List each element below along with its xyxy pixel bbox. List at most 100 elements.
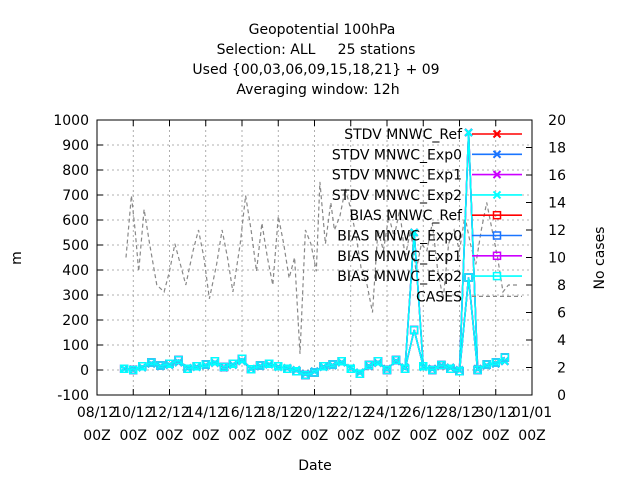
y2-tick-label: 14 — [548, 196, 566, 212]
data-point — [156, 361, 165, 370]
series-layer — [119, 128, 510, 380]
data-point — [382, 365, 392, 375]
x-tick-label-date: 26/12 — [403, 405, 443, 421]
legend-marker — [492, 251, 502, 261]
data-point — [391, 355, 401, 365]
data-point — [491, 358, 500, 367]
x-tick-label-date: 28/12 — [439, 405, 479, 421]
data-point — [319, 362, 328, 371]
x-tick-label-date: 20/12 — [294, 405, 334, 421]
x-tick-label-date: 22/12 — [331, 405, 371, 421]
y-axis-label: m — [9, 251, 25, 265]
legend-label: STDV MNWC_Exp2 — [332, 188, 462, 204]
data-point — [119, 364, 129, 373]
y-tick-label: 100 — [62, 338, 89, 354]
data-point — [138, 362, 147, 371]
legend-marker — [492, 170, 502, 179]
y2-tick-label: 18 — [548, 141, 566, 157]
legend-label: BIAS MNWC_Exp2 — [337, 269, 462, 285]
legend-marker — [492, 190, 502, 200]
x-tick-label-date: 24/12 — [367, 405, 407, 421]
legend-marker — [492, 150, 502, 159]
x-tick-label-date: 30/12 — [476, 405, 516, 421]
data-point — [129, 365, 138, 375]
legend-marker — [492, 129, 502, 139]
x-tick-label-hour: 00Z — [83, 428, 110, 444]
data-point — [301, 370, 310, 380]
data-point — [455, 367, 464, 376]
y2-axis-ticks: 0 2 4 6 8 10 12 14 16 18 20 — [526, 113, 566, 404]
x-tick-label-hour: 00Z — [337, 428, 364, 444]
y-tick-label: 900 — [62, 138, 89, 154]
x-tick-label-hour: 00Z — [301, 428, 328, 444]
data-point — [192, 362, 201, 371]
y2-tick-label: 12 — [548, 223, 566, 239]
x-tick-label-date: 16/12 — [222, 405, 262, 421]
data-point — [328, 360, 337, 369]
x-tick-label-date: 12/12 — [149, 405, 189, 421]
y2-axis-label: No cases — [592, 227, 608, 290]
x-tick-label-hour: 00Z — [156, 428, 183, 444]
legend-marker — [492, 231, 502, 240]
y-tick-label: 400 — [62, 263, 89, 279]
cases-layer — [125, 181, 520, 354]
x-axis-label: Date — [298, 458, 331, 474]
y2-tick-label: 4 — [557, 333, 566, 349]
title-line-4: Averaging window: 12h — [236, 82, 399, 98]
data-point — [210, 357, 220, 366]
y2-tick-label: 2 — [557, 361, 566, 377]
title-line-3: Used {00,03,06,09,15,18,21} + 09 — [192, 62, 439, 78]
data-point — [219, 362, 229, 372]
data-point — [419, 362, 428, 371]
data-point — [428, 365, 437, 375]
legend-label: CASES — [416, 289, 462, 305]
y-tick-label: 300 — [62, 288, 89, 304]
x-tick-label-hour: 00Z — [265, 428, 292, 444]
y-tick-label: 700 — [62, 188, 89, 204]
data-point — [400, 364, 410, 373]
y-tick-label: -100 — [57, 388, 89, 404]
y2-tick-label: 0 — [557, 388, 566, 404]
data-point — [201, 360, 210, 369]
data-point — [355, 369, 365, 378]
x-tick-label-hour: 00Z — [482, 428, 509, 444]
x-tick-label-hour: 00Z — [192, 428, 219, 444]
y2-tick-label: 8 — [557, 278, 566, 294]
x-tick-label-hour: 00Z — [446, 428, 473, 444]
data-point — [174, 355, 183, 365]
title-line-2: Selection: ALL 25 stations — [217, 42, 416, 58]
y2-tick-label: 16 — [548, 168, 566, 184]
x-tick-label-hour: 00Z — [120, 428, 147, 444]
y-tick-label: 0 — [80, 363, 89, 379]
x-tick-label-date: 08/12 — [77, 405, 117, 421]
data-point — [346, 364, 355, 373]
x-tick-label-hour: 00Z — [410, 428, 437, 444]
data-point — [292, 367, 301, 376]
data-point — [237, 354, 247, 363]
x-tick-label-hour: 00Z — [373, 428, 400, 444]
x-tick-label-date: 10/12 — [113, 405, 153, 421]
legend-marker — [492, 271, 502, 281]
data-point — [364, 360, 374, 370]
title-line-1: Geopotential 100hPa — [249, 22, 396, 38]
data-point — [373, 357, 383, 366]
y-tick-label: 600 — [62, 213, 89, 229]
data-point — [183, 364, 192, 373]
cases-line — [125, 181, 520, 354]
x-tick-label-date: 14/12 — [186, 405, 226, 421]
data-point — [228, 359, 238, 368]
chart-title: Geopotential 100hPa Selection: ALL 25 st… — [192, 22, 439, 98]
data-point — [473, 365, 482, 375]
y-tick-label: 200 — [62, 313, 89, 329]
data-point — [464, 273, 473, 282]
y-tick-label: 500 — [62, 238, 89, 254]
series-line — [124, 277, 506, 376]
y2-tick-label: 20 — [548, 113, 566, 129]
legend-marker — [492, 210, 502, 220]
data-point — [409, 325, 419, 335]
data-point — [237, 357, 247, 366]
data-point — [264, 359, 274, 368]
legend-label: STDV MNWC_Exp0 — [332, 147, 462, 163]
data-point — [246, 365, 256, 374]
